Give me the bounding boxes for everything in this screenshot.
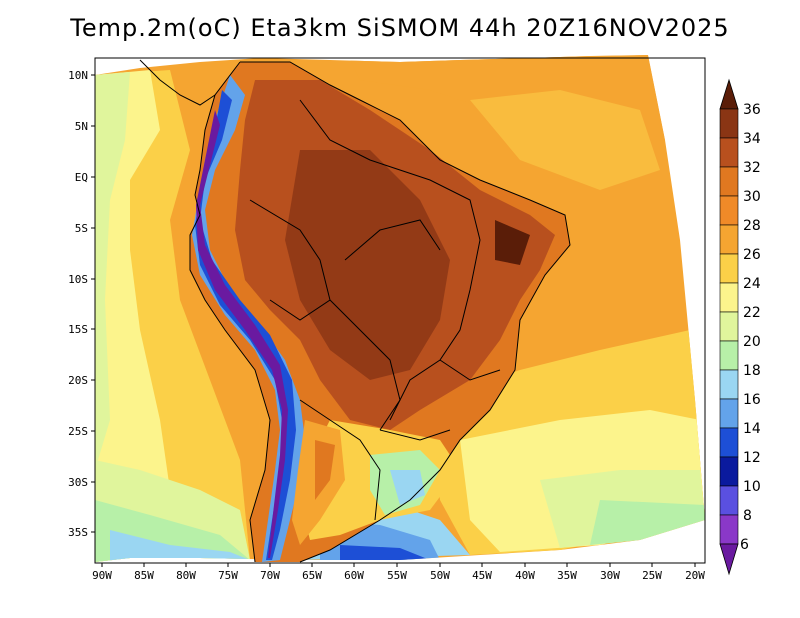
lon-label: 70W bbox=[260, 569, 280, 582]
colorbar-swatch bbox=[719, 514, 739, 545]
colorbar-swatch bbox=[719, 224, 739, 255]
colorbar-label: 24 bbox=[743, 276, 761, 292]
colorbar-label: 14 bbox=[743, 421, 761, 437]
lon-label: 80W bbox=[176, 569, 196, 582]
ocean-field bbox=[95, 55, 705, 562]
lat-label: 10S bbox=[68, 273, 88, 286]
colorbar-label: 12 bbox=[743, 450, 761, 466]
lon-label: 50W bbox=[430, 569, 450, 582]
colorbar-label: 22 bbox=[743, 305, 761, 321]
lat-label: 15S bbox=[68, 323, 88, 336]
lon-label: 30W bbox=[600, 569, 620, 582]
lon-label: 65W bbox=[302, 569, 322, 582]
longitude-axis: 90W 85W 80W 75W 70W 65W 60W 55W 50W 45W … bbox=[92, 563, 705, 582]
colorbar-swatch bbox=[719, 282, 739, 313]
lat-label: 30S bbox=[68, 476, 88, 489]
colorbar-top-arrow bbox=[719, 78, 739, 110]
lon-label: 25W bbox=[642, 569, 662, 582]
colorbar-swatch bbox=[719, 195, 739, 226]
colorbar-label: 28 bbox=[743, 218, 761, 234]
lon-label: 60W bbox=[344, 569, 364, 582]
colorbar-swatch bbox=[719, 137, 739, 168]
colorbar-label: 32 bbox=[743, 160, 761, 176]
colorbar-label: 34 bbox=[743, 131, 761, 147]
colorbar-swatch bbox=[719, 340, 739, 371]
colorbar-bottom-arrow bbox=[719, 543, 739, 576]
colorbar-label: 36 bbox=[743, 102, 761, 118]
colorbar-swatch bbox=[719, 108, 739, 139]
colorbar-swatch bbox=[719, 485, 739, 516]
lat-label: 5S bbox=[75, 222, 88, 235]
map-title: Temp.2m(oC) Eta3km SiSMOM 44h 20Z16NOV20… bbox=[70, 14, 730, 42]
colorbar-label: 26 bbox=[743, 247, 761, 263]
colorbar-label: 10 bbox=[743, 479, 761, 495]
lat-label: 35S bbox=[68, 526, 88, 539]
lat-label: 20S bbox=[68, 374, 88, 387]
colorbar-label: 30 bbox=[743, 189, 761, 205]
colorbar-swatch bbox=[719, 427, 739, 458]
axes-frame bbox=[94, 57, 706, 564]
colorbar-label: 20 bbox=[743, 334, 761, 350]
coastlines-and-borders bbox=[139, 59, 571, 563]
lon-label: 90W bbox=[92, 569, 112, 582]
colorbar: 36 34 32 30 28 26 24 22 20 18 16 14 12 1… bbox=[719, 78, 761, 576]
colorbar-label: 18 bbox=[743, 363, 761, 379]
colorbar-swatch bbox=[719, 166, 739, 197]
lat-label: EQ bbox=[75, 171, 88, 184]
lat-label: 5N bbox=[75, 120, 88, 133]
colorbar-label: 6 bbox=[740, 537, 749, 553]
lon-label: 20W bbox=[685, 569, 705, 582]
lon-label: 35W bbox=[557, 569, 577, 582]
colorbar-swatch bbox=[719, 311, 739, 342]
lat-label: 10N bbox=[68, 69, 88, 82]
latitude-axis: 10N 5N EQ 5S 10S 15S 20S 25S 30S 35S bbox=[68, 69, 95, 539]
lon-label: 75W bbox=[218, 569, 238, 582]
colorbar-label: 16 bbox=[743, 392, 761, 408]
colorbar-swatch bbox=[719, 398, 739, 429]
colorbar-swatch bbox=[719, 253, 739, 284]
colorbar-swatch bbox=[719, 456, 739, 487]
south-america-land bbox=[190, 62, 570, 562]
lon-label: 55W bbox=[387, 569, 407, 582]
colorbar-swatch bbox=[719, 369, 739, 400]
lon-label: 40W bbox=[515, 569, 535, 582]
colorbar-label: 8 bbox=[743, 508, 752, 524]
lat-label: 25S bbox=[68, 425, 88, 438]
lon-label: 45W bbox=[472, 569, 492, 582]
lon-label: 85W bbox=[134, 569, 154, 582]
